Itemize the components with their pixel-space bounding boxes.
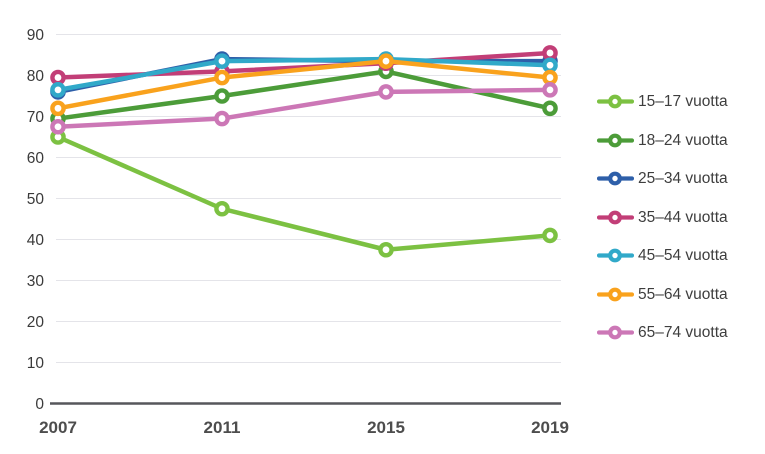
data-point-marker (50, 82, 66, 98)
legend-marker-icon (597, 92, 634, 111)
series-line (55, 134, 553, 252)
legend-item: 15–17 vuotta (597, 92, 728, 111)
legend-marker-icon (597, 169, 634, 188)
data-point-marker (542, 69, 558, 86)
x-tick-label: 2011 (204, 418, 241, 437)
data-point-marker (214, 53, 230, 69)
legend-item: 35–44 vuotta (597, 208, 728, 227)
legend-item-label: 18–24 vuotta (638, 131, 728, 149)
legend-item-label: 65–74 vuotta (638, 324, 728, 341)
legend-marker-icon (597, 285, 634, 304)
y-tick-label: 0 (35, 396, 44, 413)
legend-marker-icon (597, 208, 634, 227)
legend-item-label: 55–64 vuotta (638, 285, 728, 303)
y-tick-label: 50 (27, 191, 45, 208)
legend-item-label: 15–17 vuotta (638, 93, 728, 110)
data-point-marker (542, 100, 558, 117)
data-point-marker (214, 88, 230, 104)
series-line (55, 87, 553, 129)
y-tick-label: 60 (27, 150, 45, 167)
data-point-marker (542, 57, 558, 74)
x-tick-label: 2019 (531, 418, 569, 437)
data-point-marker (214, 110, 230, 127)
series-line (55, 50, 553, 80)
legend-item: 65–74 vuotta (597, 323, 728, 342)
legend-item: 55–64 vuotta (597, 285, 728, 304)
data-point-marker (542, 82, 558, 98)
data-point-marker (214, 69, 230, 86)
legend-item-label: 45–54 vuotta (638, 247, 728, 264)
data-point-marker (214, 200, 230, 217)
x-tick-label: 2007 (39, 418, 77, 437)
data-point-marker (378, 241, 394, 258)
legend-item: 18–24 vuotta (597, 131, 728, 150)
legend-marker-icon (597, 131, 634, 150)
data-point-marker (542, 227, 558, 244)
y-tick-label: 90 (27, 27, 45, 44)
legend-item-label: 25–34 vuotta (638, 170, 728, 187)
data-point-marker (50, 69, 66, 86)
data-point-marker (50, 100, 66, 117)
legend-item: 25–34 vuotta (597, 169, 728, 188)
y-tick-label: 30 (27, 273, 45, 290)
data-point-marker (378, 53, 394, 69)
series-line (55, 56, 553, 93)
x-tick-label: 2015 (367, 418, 405, 437)
y-tick-label: 20 (27, 314, 45, 331)
legend-item-label: 35–44 vuotta (638, 208, 728, 226)
legend-item: 45–54 vuotta (597, 246, 728, 265)
data-point-marker (542, 45, 558, 61)
y-tick-label: 80 (27, 68, 45, 85)
series-line (55, 58, 553, 111)
data-point-marker (378, 84, 394, 100)
y-tick-label: 40 (27, 232, 45, 249)
data-point-marker (50, 118, 66, 135)
legend-marker-icon (597, 246, 634, 265)
legend: 15–17 vuotta 18–24 vuotta 25–34 vuotta 3… (597, 92, 728, 362)
y-tick-label: 70 (27, 109, 45, 126)
legend-marker-icon (597, 323, 634, 342)
y-tick-label: 10 (27, 355, 45, 372)
